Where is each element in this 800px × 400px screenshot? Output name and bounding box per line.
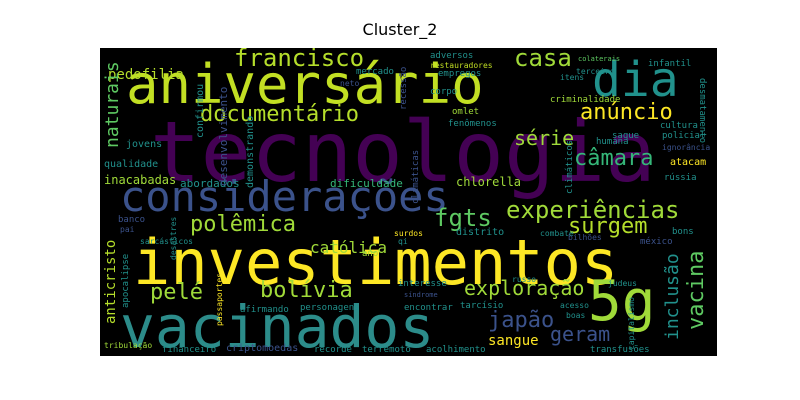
word-climaticas: climáticas (411, 149, 421, 204)
word-criminalidade: criminalidade (550, 95, 621, 105)
word-abordados: abordados (180, 177, 240, 190)
word-pai: pai (120, 225, 135, 234)
word-fgts: fgts (434, 204, 492, 232)
word-colaterais: colaterais (578, 55, 621, 63)
word-bolivia: bolívia (260, 278, 353, 303)
word-financeiro: financeiro (162, 345, 217, 355)
word-capitalismo: capitalismo (627, 297, 636, 350)
word-chlorella: chlorella (456, 175, 522, 189)
word-mexico: méxico (640, 237, 673, 247)
word-surdos: surdos (394, 229, 423, 238)
word-criptomoedas: criptomoedas (226, 343, 299, 354)
word-transfusoes: transfusões (590, 345, 650, 355)
word-saque: saque (612, 131, 640, 141)
word-confirmou: confirmou (195, 83, 206, 138)
word-adversos: adversos (430, 51, 474, 61)
word-terceiro: terceiro (576, 67, 615, 76)
word-ignorancia: ignorância (662, 143, 711, 152)
word-geram: geram (550, 322, 611, 346)
word-pele: pelé (150, 280, 203, 305)
word-banco: banco (118, 215, 146, 225)
word-dia: dia (592, 52, 679, 108)
word-acolhimento: acolhimento (426, 345, 486, 355)
word-sangue: sangue (488, 333, 539, 349)
word-serie: série (514, 126, 575, 150)
word-humana: humana (596, 137, 629, 147)
word-mercado: mercado (356, 67, 394, 77)
word-combate: combate (540, 229, 574, 238)
word-recessao: recessão (399, 66, 409, 110)
word-fenomenos: fenômenos (448, 119, 497, 129)
word-neto: neto (340, 79, 360, 88)
word-bilhoes: bilhões (568, 233, 602, 242)
word-pedofilia: pedofilia (108, 67, 184, 83)
word-encontrar: encontrar (404, 303, 453, 313)
word-japao: japão (488, 308, 555, 333)
word-aniversario: aniversário (126, 53, 484, 116)
word-camara: câmara (574, 146, 654, 171)
word-sarcasticos: sarcásticos (140, 237, 193, 246)
word-atacam: atacam (670, 157, 707, 168)
word-experiencias: experiências (506, 196, 680, 224)
word-documentario: documentário (200, 102, 359, 127)
word-infantil: infantil (648, 59, 692, 69)
word-surgem: surgem (568, 214, 648, 239)
word-ano: ano (362, 249, 379, 259)
figure-title: Cluster_2 (362, 20, 438, 39)
word-inacabadas: inacabadas (104, 173, 177, 187)
word-corpo: corpo (430, 87, 458, 97)
word-tarcisio: tarcísio (460, 301, 504, 311)
word-francisco: francisco (234, 48, 365, 72)
word-cloud: tecnologia investimentos vacinados anive… (100, 48, 717, 356)
word-russo: russo (512, 275, 537, 284)
word-polemica: polêmica (190, 212, 296, 237)
word-distrito: distrito (456, 227, 505, 238)
word-omlet: omlet (452, 107, 480, 117)
word-5g: 5g (588, 269, 656, 334)
word-sindrome: síndrome (404, 291, 438, 299)
word-empregos: empregos (438, 69, 482, 79)
word-afirmando: afirmando (240, 305, 289, 315)
word-terremoto: terremoto (362, 345, 411, 355)
word-consideracoes: considerações (120, 172, 449, 221)
word-desenvolvimento: desenvolvimento (217, 86, 230, 186)
word-casa: casa (514, 48, 572, 72)
word-personagens: personagens (300, 303, 360, 313)
word-russia: rússia (664, 173, 697, 183)
word-dificuldade: dificuldade (330, 177, 403, 190)
word-itens: itens (560, 73, 585, 82)
word-naturais: naturais (102, 61, 123, 148)
word-anuncio: anúncio (580, 100, 673, 125)
word-interesse: interesse (398, 279, 447, 289)
word-bons: bons (672, 227, 694, 237)
word-acesso: acesso (560, 301, 589, 310)
word-recorde: recorde (314, 345, 352, 355)
word-vacina: vacina (684, 250, 709, 330)
word-inclusao: inclusão (662, 253, 683, 340)
word-policial: policial (662, 131, 706, 141)
word-qi: qi (398, 237, 408, 246)
word-tecnologia: tecnologia (150, 103, 656, 201)
word-exploracao: exploração (464, 276, 585, 300)
word-demonstrando: demonstrando (245, 115, 256, 188)
word-judeus: judeus (608, 279, 637, 288)
word-climaticos: climáticos (565, 139, 575, 194)
word-investimentos: investimentos (133, 226, 619, 299)
word-apocalipse: apocalipse (121, 253, 131, 308)
word-passaportes: passaportes (215, 273, 224, 326)
word-jovens: jovens (126, 139, 163, 150)
word-boas: boas (566, 311, 586, 320)
word-cultura: cultura (660, 121, 698, 131)
word-restauradores: restauradores (430, 61, 493, 70)
word-tribulacao: tribulação (104, 341, 153, 350)
word-anticristo: anticristo (103, 239, 119, 324)
word-qualidade: qualidade (104, 159, 159, 170)
word-vacinados: vacinados (120, 293, 435, 356)
word-catolica: católica (310, 238, 388, 257)
